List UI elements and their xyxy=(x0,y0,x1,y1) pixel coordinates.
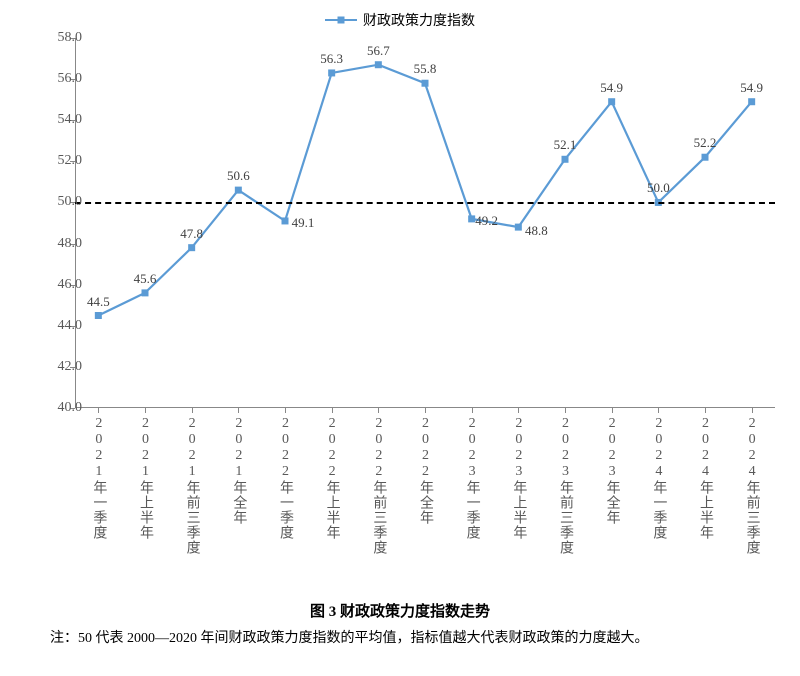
x-tick-label: 2022年一季度 xyxy=(275,416,295,540)
x-tick xyxy=(752,408,753,413)
data-label: 48.8 xyxy=(525,223,548,239)
x-tick xyxy=(192,408,193,413)
data-label: 47.8 xyxy=(180,226,203,242)
x-tick-label: 2021年上半年 xyxy=(135,416,155,540)
figure-note: 注：50 代表 2000—2020 年间财政政策力度指数的平均值，指标值越大代表… xyxy=(50,628,780,650)
data-label: 54.9 xyxy=(600,80,623,96)
x-tick-label: 2023年上半年 xyxy=(508,416,528,540)
legend-marker xyxy=(325,19,357,21)
data-marker xyxy=(282,217,289,224)
x-tick-label: 2022年上半年 xyxy=(322,416,342,540)
x-tick xyxy=(472,408,473,413)
data-label: 50.0 xyxy=(647,180,670,196)
data-marker xyxy=(142,289,149,296)
data-label: 49.1 xyxy=(292,215,315,231)
x-tick xyxy=(705,408,706,413)
chart-container: 财政政策力度指数 44.5 45.6 47.8 50.6 49.1 56.3 56.7 55.… xyxy=(10,10,790,580)
x-tick xyxy=(378,408,379,413)
y-tick-label: 56.0 xyxy=(58,71,83,87)
y-tick-label: 42.0 xyxy=(58,359,83,375)
x-tick xyxy=(565,408,566,413)
y-tick-label: 58.0 xyxy=(58,30,83,46)
data-marker xyxy=(515,224,522,231)
x-tick-label: 2022年全年 xyxy=(415,416,435,525)
y-tick-label: 52.0 xyxy=(58,153,83,169)
data-marker xyxy=(608,98,615,105)
x-tick-label: 2024年上半年 xyxy=(695,416,715,540)
x-tick-label: 2023年前三季度 xyxy=(555,416,575,555)
x-tick-label: 2024年前三季度 xyxy=(742,416,762,555)
y-tick-label: 48.0 xyxy=(58,236,83,252)
x-tick xyxy=(658,408,659,413)
y-tick-label: 44.0 xyxy=(58,318,83,334)
data-label: 52.1 xyxy=(554,137,577,153)
x-tick xyxy=(145,408,146,413)
y-tick-label: 54.0 xyxy=(58,112,83,128)
x-tick-label: 2023年一季度 xyxy=(462,416,482,540)
data-marker xyxy=(748,98,755,105)
data-marker xyxy=(702,154,709,161)
x-tick-label: 2024年一季度 xyxy=(648,416,668,540)
data-marker xyxy=(422,80,429,87)
plot-area: 44.5 45.6 47.8 50.6 49.1 56.3 56.7 55.8 49.2 48.8… xyxy=(75,38,775,408)
data-marker xyxy=(375,61,382,68)
data-label: 44.5 xyxy=(87,294,110,310)
data-label: 54.9 xyxy=(740,80,763,96)
data-label: 56.7 xyxy=(367,43,390,59)
legend-label: 财政政策力度指数 xyxy=(363,10,475,30)
data-marker xyxy=(235,187,242,194)
data-label: 49.2 xyxy=(475,213,498,229)
x-tick xyxy=(238,408,239,413)
figure-caption: 图 3 财政政策力度指数走势 xyxy=(0,600,800,621)
data-label: 52.2 xyxy=(694,135,717,151)
data-label: 50.6 xyxy=(227,168,250,184)
y-tick-label: 50.0 xyxy=(58,194,83,210)
line-chart-svg xyxy=(75,38,775,408)
y-tick-label: 46.0 xyxy=(58,277,83,293)
data-marker xyxy=(188,244,195,251)
x-tick-label: 2023年全年 xyxy=(602,416,622,525)
x-tick-label: 2021年前三季度 xyxy=(182,416,202,555)
x-tick xyxy=(425,408,426,413)
y-tick-label: 40.0 xyxy=(58,400,83,416)
data-marker xyxy=(95,312,102,319)
x-tick xyxy=(612,408,613,413)
x-tick xyxy=(98,408,99,413)
data-label: 55.8 xyxy=(414,61,437,77)
x-tick xyxy=(285,408,286,413)
data-label: 45.6 xyxy=(134,271,157,287)
x-tick xyxy=(332,408,333,413)
data-label: 56.3 xyxy=(320,51,343,67)
x-tick-label: 2021年全年 xyxy=(228,416,248,525)
legend: 财政政策力度指数 xyxy=(325,10,475,30)
reference-line xyxy=(75,202,775,204)
x-tick xyxy=(518,408,519,413)
data-marker xyxy=(562,156,569,163)
x-tick-label: 2021年一季度 xyxy=(88,416,108,540)
x-tick-label: 2022年前三季度 xyxy=(368,416,388,555)
data-marker xyxy=(468,215,475,222)
data-marker xyxy=(328,69,335,76)
